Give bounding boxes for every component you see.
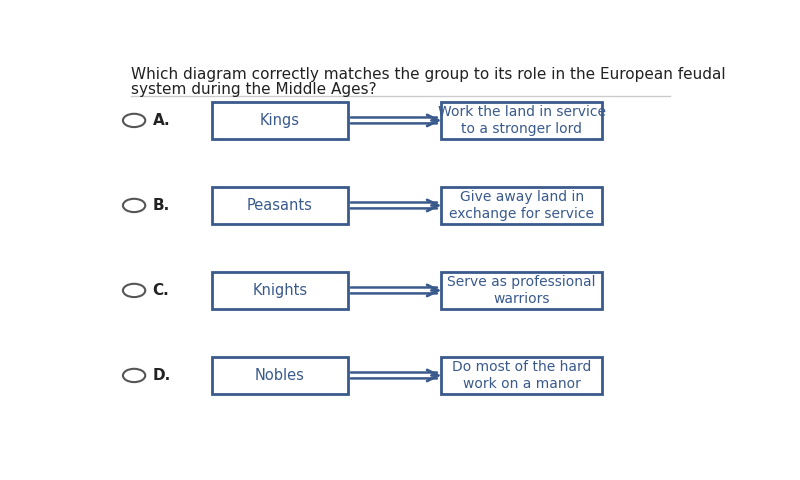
FancyBboxPatch shape bbox=[211, 187, 348, 224]
Text: A.: A. bbox=[153, 113, 170, 128]
FancyBboxPatch shape bbox=[441, 357, 602, 394]
Text: Which diagram correctly matches the group to its role in the European feudal: Which diagram correctly matches the grou… bbox=[131, 67, 726, 82]
Text: Serve as professional
warriors: Serve as professional warriors bbox=[447, 276, 596, 306]
Text: Kings: Kings bbox=[260, 113, 300, 128]
FancyBboxPatch shape bbox=[211, 272, 348, 309]
FancyBboxPatch shape bbox=[441, 272, 602, 309]
Text: Peasants: Peasants bbox=[247, 198, 313, 213]
Text: D.: D. bbox=[153, 368, 171, 383]
Text: Nobles: Nobles bbox=[255, 368, 305, 383]
Text: Work the land in service
to a stronger lord: Work the land in service to a stronger l… bbox=[438, 105, 606, 135]
FancyBboxPatch shape bbox=[211, 102, 348, 139]
FancyBboxPatch shape bbox=[441, 102, 602, 139]
FancyBboxPatch shape bbox=[211, 357, 348, 394]
FancyBboxPatch shape bbox=[441, 187, 602, 224]
Text: Do most of the hard
work on a manor: Do most of the hard work on a manor bbox=[452, 360, 591, 391]
Text: system during the Middle Ages?: system during the Middle Ages? bbox=[131, 82, 377, 96]
Text: C.: C. bbox=[153, 283, 170, 298]
Text: B.: B. bbox=[153, 198, 170, 213]
Text: Knights: Knights bbox=[252, 283, 307, 298]
Text: Give away land in
exchange for service: Give away land in exchange for service bbox=[449, 191, 594, 220]
